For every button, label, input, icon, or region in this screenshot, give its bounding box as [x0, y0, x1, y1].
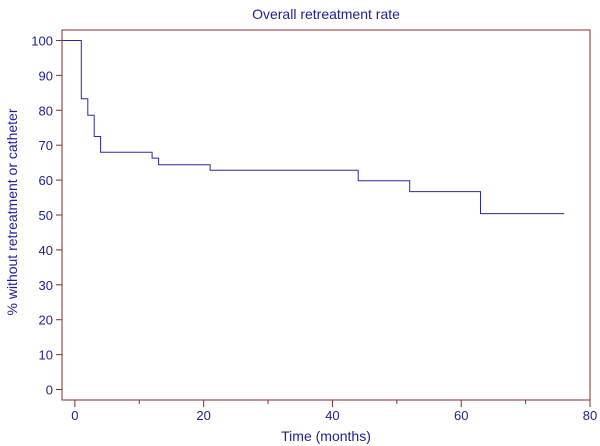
y-tick-label: 50: [39, 208, 53, 223]
x-axis-label: Time (months): [281, 428, 371, 444]
x-tick-label: 80: [583, 408, 597, 423]
y-tick-label: 100: [31, 33, 53, 48]
y-tick-label: 10: [39, 348, 53, 363]
y-tick-label: 90: [39, 68, 53, 83]
chart-title: Overall retreatment rate: [252, 6, 400, 22]
x-tick-label: 20: [196, 408, 210, 423]
x-tick-label: 60: [454, 408, 468, 423]
y-tick-label: 20: [39, 313, 53, 328]
y-axis-label: % without retreatment or catheter: [4, 108, 20, 315]
y-tick-label: 60: [39, 173, 53, 188]
y-axis: 0 10 20 30 40 50 60 70 80 90 100: [31, 33, 62, 398]
x-axis: 0 20 40 60 80: [71, 400, 597, 423]
x-tick-label: 0: [71, 408, 78, 423]
y-tick-label: 40: [39, 243, 53, 258]
y-tick-label: 80: [39, 103, 53, 118]
y-tick-label: 70: [39, 138, 53, 153]
x-tick-label: 40: [325, 408, 339, 423]
y-tick-label: 0: [46, 383, 53, 398]
survival-curve: [62, 40, 565, 215]
y-tick-label: 30: [39, 278, 53, 293]
plot-frame: [61, 29, 591, 401]
